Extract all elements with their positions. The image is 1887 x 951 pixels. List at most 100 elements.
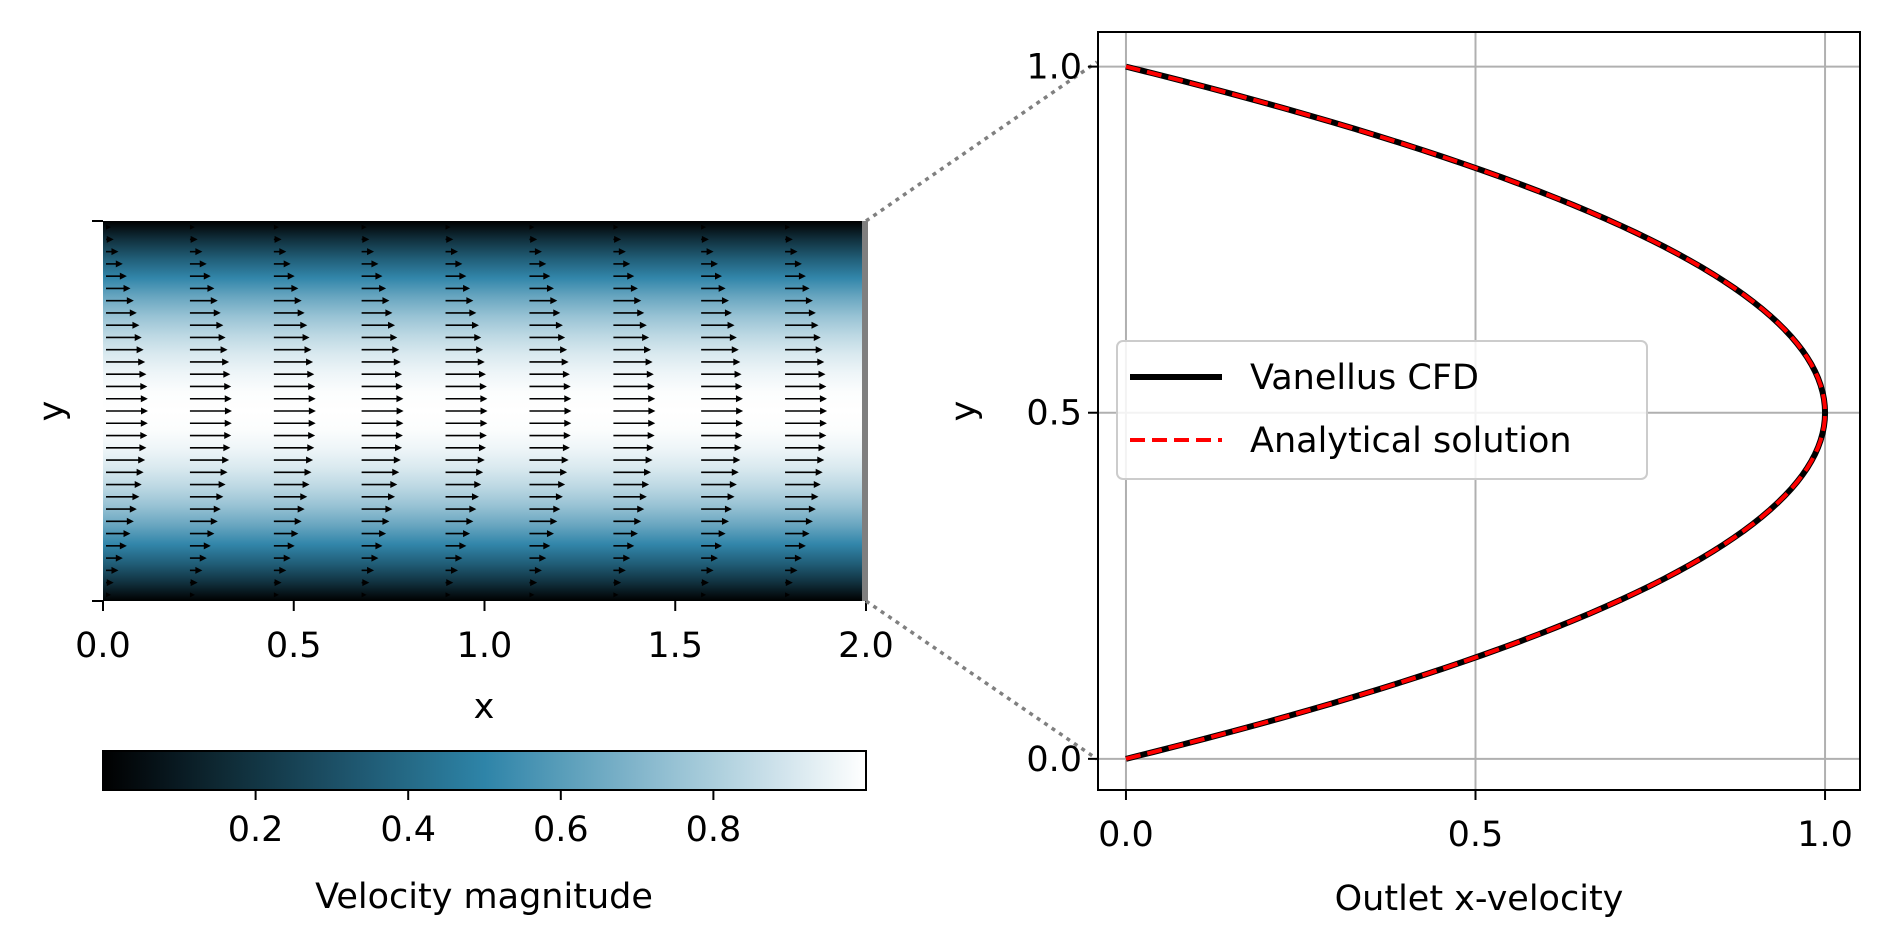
quiver-arrow-head — [450, 566, 458, 574]
quiver-arrow-head — [129, 505, 137, 513]
quiver-arrow-head — [729, 333, 737, 341]
quiver-arrow-head — [106, 579, 114, 587]
quiver-arrow-head — [731, 468, 739, 476]
quiver-arrow-head — [294, 517, 302, 525]
quiver-arrow-head — [623, 554, 631, 562]
quiver-arrow-head — [223, 444, 231, 452]
quiver-arrow-head — [808, 309, 816, 317]
quiver-arrow-head — [530, 579, 538, 587]
quiver-arrow-head — [721, 517, 729, 525]
quiver-arrow-head — [140, 382, 148, 390]
quiver-arrow-head — [291, 284, 299, 292]
quiver-arrow-head — [140, 419, 148, 427]
quiver-arrow-head — [710, 554, 718, 562]
quiver-arrow-head — [463, 284, 471, 292]
quiver-arrow-head — [207, 530, 215, 538]
quiver-arrow-head — [646, 444, 654, 452]
quiver-arrow — [785, 224, 791, 230]
quiver-arrow-head — [224, 382, 232, 390]
quiver-arrow-head — [818, 444, 826, 452]
quiver-arrow-head — [648, 395, 656, 403]
quiver-arrow-head — [459, 542, 467, 550]
quiver-arrow-head — [362, 579, 370, 587]
quiver-arrow-head — [798, 542, 806, 550]
quiver-arrow-head — [136, 468, 144, 476]
quiver-arrow-head — [300, 493, 308, 501]
quiver-arrow-head — [471, 321, 479, 329]
quiver-arrow-head — [530, 235, 538, 243]
quiver-arrow-head — [134, 481, 142, 489]
quiver-arrow — [273, 592, 279, 598]
quiver-arrow-head — [648, 419, 656, 427]
left-x-tick-label: 1.5 — [647, 626, 703, 666]
quiver-arrow-head — [790, 248, 798, 256]
quiver-arrow-head — [279, 248, 287, 256]
quiver-arrow-head — [701, 579, 709, 587]
quiver-arrows — [106, 224, 828, 598]
quiver-arrow-head — [811, 321, 819, 329]
quiver-arrow-head — [563, 382, 571, 390]
quiver-arrow-head — [362, 235, 370, 243]
quiver-arrow-head — [371, 260, 379, 268]
quiver-arrow-head — [618, 248, 626, 256]
quiver-arrow-head — [733, 456, 741, 464]
quiver-arrow-head — [805, 297, 813, 305]
legend-label-analytical: Analytical solution — [1250, 421, 1572, 461]
quiver-arrow-head — [115, 554, 123, 562]
quiver-arrow-head — [642, 481, 650, 489]
quiver-arrow-head — [645, 358, 653, 366]
quiver-arrow-head — [480, 395, 488, 403]
quiver-arrow-head — [382, 297, 390, 305]
quiver-arrow-head — [630, 530, 638, 538]
quiver-arrow-head — [477, 358, 485, 366]
quiver-arrow-head — [379, 284, 387, 292]
quiver-arrow-head — [474, 481, 482, 489]
quiver-arrow-head — [471, 493, 479, 501]
legend-label-cfd: Vanellus CFD — [1250, 358, 1479, 398]
quiver-arrow-head — [308, 395, 316, 403]
quiver-arrow-head — [815, 468, 823, 476]
quiver-arrow-head — [469, 505, 477, 513]
quiver-arrow-head — [207, 284, 215, 292]
quiver-arrow-head — [382, 517, 390, 525]
quiver-arrow-head — [644, 346, 652, 354]
quiver-arrow-head — [644, 468, 652, 476]
quiver-arrow-head — [539, 554, 547, 562]
left-x-tick-label: 2.0 — [838, 626, 894, 666]
quiver-arrow-head — [459, 272, 467, 280]
quiver-arrow-head — [614, 235, 622, 243]
series-line-analytical — [1125, 64, 1828, 761]
quiver-arrow-head — [306, 456, 314, 464]
colorbar-tick-label: 0.4 — [380, 810, 436, 850]
quiver-arrow-head — [111, 566, 119, 574]
quiver-arrow-head — [734, 370, 742, 378]
quiver-arrow — [701, 592, 707, 598]
quiver-arrow-head — [623, 260, 631, 268]
quiver-arrow-head — [724, 505, 732, 513]
quiver-arrow-head — [553, 309, 561, 317]
quiver-arrow — [701, 224, 707, 230]
quiver-arrow-head — [294, 297, 302, 305]
quiver-arrow-head — [555, 321, 563, 329]
quiver-arrow-head — [190, 235, 198, 243]
quiver-arrow-head — [123, 530, 131, 538]
quiver-arrow-head — [385, 309, 393, 317]
right-x-tick-label: 0.5 — [1448, 815, 1504, 855]
quiver-arrow-head — [817, 456, 825, 464]
left-y-axis-label: y — [32, 401, 72, 422]
quiver-arrow-head — [819, 419, 827, 427]
quiver-arrow-head — [308, 407, 316, 415]
quiver-arrow-head — [785, 235, 793, 243]
quiver-arrow-head — [210, 517, 218, 525]
quiver-arrow-head — [562, 370, 570, 378]
left-axes: 0.0 0.5 1.0 1.5 2.0 — [75, 220, 894, 666]
quiver-arrow-head — [302, 481, 310, 489]
right-x-tick-label: 1.0 — [1797, 815, 1853, 855]
quiver-arrow-head — [274, 579, 282, 587]
quiver-arrow-head — [199, 554, 207, 562]
quiver-arrow-head — [706, 248, 714, 256]
quiver-arrow-head — [735, 395, 743, 403]
quiver-arrow-head — [392, 346, 400, 354]
quiver-arrow-head — [480, 407, 488, 415]
quiver-arrow-head — [794, 554, 802, 562]
